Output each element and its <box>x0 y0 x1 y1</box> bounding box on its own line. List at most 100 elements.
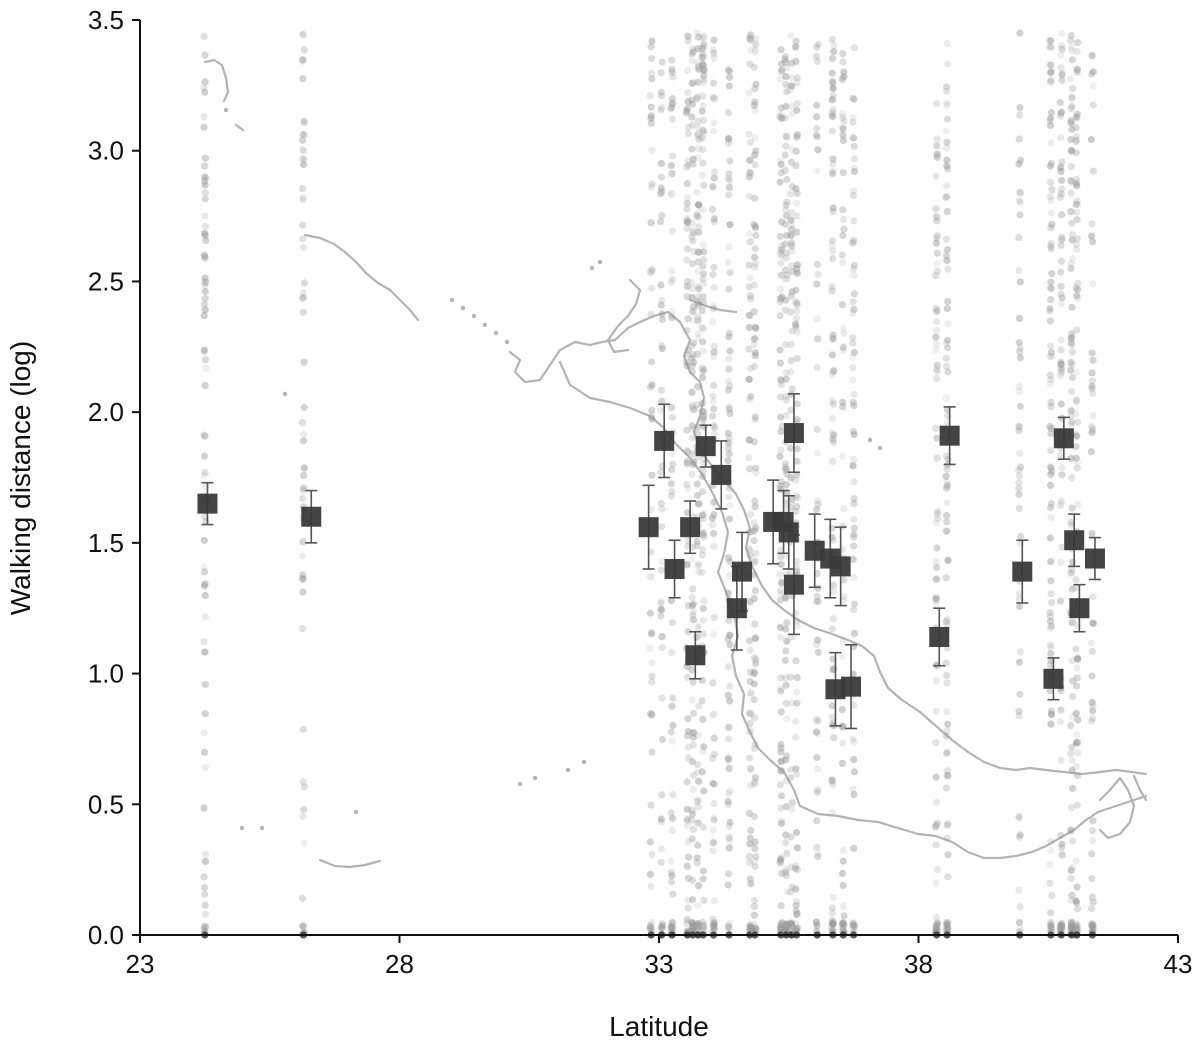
raw-point <box>689 48 697 56</box>
raw-point <box>751 587 759 595</box>
raw-point <box>1047 837 1055 846</box>
raw-point <box>683 447 691 455</box>
raw-point <box>668 648 676 657</box>
raw-point <box>750 911 759 919</box>
raw-point <box>689 237 697 245</box>
raw-point <box>1088 220 1096 228</box>
raw-point <box>710 780 718 788</box>
raw-point <box>1087 448 1096 456</box>
raw-point <box>942 784 950 792</box>
raw-point <box>1047 139 1055 147</box>
raw-point <box>944 60 952 68</box>
raw-point <box>724 108 733 117</box>
raw-point <box>689 403 697 411</box>
raw-point <box>783 175 791 184</box>
raw-point <box>1047 447 1055 455</box>
raw-point <box>693 859 701 867</box>
raw-point <box>746 170 754 178</box>
raw-point <box>688 919 697 927</box>
raw-point <box>658 694 666 702</box>
raw-point <box>688 96 696 104</box>
raw-point <box>776 922 785 931</box>
raw-point <box>839 258 847 267</box>
raw-point <box>200 582 209 590</box>
raw-point <box>1058 42 1066 50</box>
raw-point <box>788 267 796 276</box>
raw-point <box>747 392 755 400</box>
raw-point <box>813 592 821 600</box>
raw-point <box>1057 920 1065 928</box>
raw-point <box>688 50 696 58</box>
raw-point <box>689 600 698 608</box>
raw-point <box>667 161 675 170</box>
raw-point <box>299 293 307 302</box>
raw-point <box>840 117 848 125</box>
raw-point <box>200 252 209 260</box>
raw-point <box>698 92 707 100</box>
raw-point <box>709 183 717 191</box>
raw-point <box>793 400 801 408</box>
raw-point <box>782 212 790 220</box>
raw-point <box>699 472 707 481</box>
raw-point <box>683 426 691 434</box>
raw-point <box>830 367 838 375</box>
raw-point <box>694 901 702 909</box>
raw-point <box>1073 182 1081 190</box>
raw-point <box>1057 361 1065 369</box>
mean-marker <box>1043 668 1064 689</box>
raw-point <box>792 286 800 294</box>
raw-point <box>725 682 734 690</box>
raw-point <box>814 500 822 508</box>
raw-point <box>689 45 697 53</box>
raw-point <box>668 267 676 275</box>
raw-point <box>932 677 940 685</box>
raw-point <box>1057 365 1066 373</box>
raw-point <box>787 85 795 93</box>
raw-point <box>787 497 796 506</box>
raw-point <box>709 302 717 310</box>
raw-point <box>943 165 952 173</box>
raw-point <box>298 294 307 303</box>
raw-point <box>300 117 308 126</box>
raw-point <box>750 519 758 527</box>
raw-point <box>710 919 718 927</box>
raw-point <box>745 323 754 332</box>
raw-point <box>840 597 848 605</box>
raw-point <box>700 248 708 256</box>
raw-point <box>1058 851 1066 859</box>
raw-point <box>1047 348 1056 356</box>
raw-point <box>839 324 848 332</box>
raw-point <box>942 394 950 402</box>
raw-point <box>787 216 795 225</box>
raw-point <box>1068 619 1076 627</box>
raw-point <box>1057 190 1065 198</box>
raw-point <box>693 93 701 101</box>
raw-point <box>683 817 691 825</box>
raw-point <box>830 431 838 439</box>
raw-point <box>667 809 675 817</box>
raw-point <box>829 368 837 376</box>
raw-point <box>710 119 718 127</box>
raw-point <box>1048 352 1056 360</box>
raw-point <box>1016 924 1025 933</box>
raw-point <box>792 37 800 45</box>
raw-point <box>1068 766 1076 774</box>
raw-point <box>688 278 696 287</box>
raw-point <box>792 185 800 193</box>
raw-point <box>695 568 703 576</box>
raw-point <box>1072 136 1080 144</box>
raw-point <box>298 154 307 163</box>
raw-point <box>726 818 734 826</box>
raw-point <box>750 812 758 821</box>
raw-point <box>668 926 676 934</box>
raw-point <box>646 870 654 878</box>
raw-point <box>725 333 733 341</box>
raw-point <box>943 621 951 629</box>
raw-point <box>695 300 703 308</box>
raw-point <box>646 609 655 617</box>
raw-point <box>943 252 951 260</box>
raw-point <box>1016 111 1024 119</box>
raw-point <box>700 78 708 87</box>
raw-point <box>1067 721 1075 730</box>
